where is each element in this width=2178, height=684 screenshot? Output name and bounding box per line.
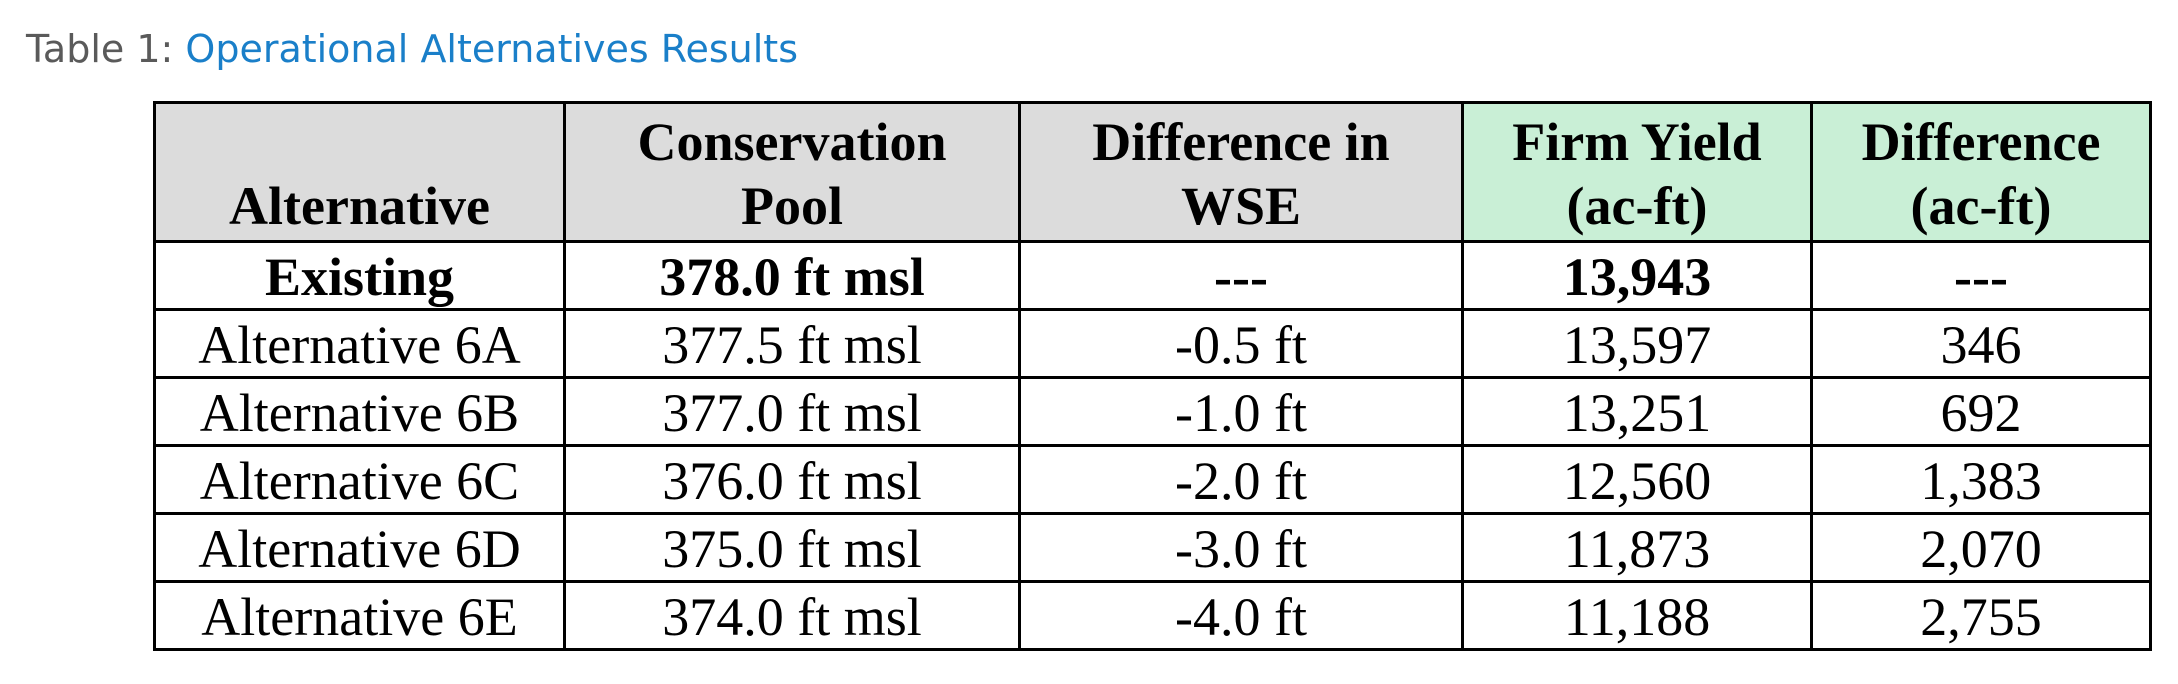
caption-label: Table 1:	[26, 27, 186, 71]
table-row: Alternative 6D 375.0 ft msl -3.0 ft 11,8…	[153, 512, 2152, 583]
header-line-1: Difference in	[1092, 112, 1390, 172]
cell-difference-wse: -3.0 ft	[1018, 512, 1464, 583]
table-caption: Table 1: Operational Alternatives Result…	[26, 24, 798, 74]
header-alternative: Alternative	[153, 101, 566, 243]
cell-difference-wse: -0.5 ft	[1018, 308, 1464, 379]
cell-conservation-pool: 377.0 ft msl	[563, 376, 1021, 447]
cell-difference: 2,755	[1810, 580, 2152, 651]
cell-firm-yield: 13,943	[1461, 240, 1813, 311]
cell-difference-wse: ---	[1018, 240, 1464, 311]
header-difference: Difference (ac-ft)	[1810, 101, 2152, 243]
table-row: Alternative 6C 376.0 ft msl -2.0 ft 12,5…	[153, 444, 2152, 515]
table-row: Alternative 6A 377.5 ft msl -0.5 ft 13,5…	[153, 308, 2152, 379]
cell-firm-yield: 13,251	[1461, 376, 1813, 447]
cell-conservation-pool: 376.0 ft msl	[563, 444, 1021, 515]
cell-difference-wse: -2.0 ft	[1018, 444, 1464, 515]
cell-firm-yield: 12,560	[1461, 444, 1813, 515]
header-difference-in-wse: Difference in WSE	[1018, 101, 1464, 243]
cell-alternative: Alternative 6E	[153, 580, 566, 651]
table-row-existing: Existing 378.0 ft msl --- 13,943 ---	[153, 240, 2152, 311]
results-table: Alternative Conservation Pool Difference…	[153, 101, 2152, 651]
cell-difference-wse: -4.0 ft	[1018, 580, 1464, 651]
header-line-1: Conservation	[637, 112, 947, 172]
cell-conservation-pool: 378.0 ft msl	[563, 240, 1021, 311]
cell-firm-yield: 13,597	[1461, 308, 1813, 379]
cell-conservation-pool: 375.0 ft msl	[563, 512, 1021, 583]
table-row: Alternative 6E 374.0 ft msl -4.0 ft 11,1…	[153, 580, 2152, 651]
header-line-2: (ac-ft)	[1566, 176, 1708, 236]
cell-alternative: Existing	[153, 240, 566, 311]
header-row: Alternative Conservation Pool Difference…	[153, 101, 2152, 243]
cell-difference: ---	[1810, 240, 2152, 311]
header-line-2: WSE	[1180, 176, 1302, 236]
caption-title: Operational Alternatives Results	[185, 27, 799, 71]
header-line-1: Firm Yield	[1512, 112, 1762, 172]
cell-conservation-pool: 374.0 ft msl	[563, 580, 1021, 651]
cell-firm-yield: 11,873	[1461, 512, 1813, 583]
header-conservation-pool: Conservation Pool	[563, 101, 1021, 243]
header-line-1: Difference	[1861, 112, 2101, 172]
cell-difference: 346	[1810, 308, 2152, 379]
cell-alternative: Alternative 6D	[153, 512, 566, 583]
header-line-2: (ac-ft)	[1910, 176, 2052, 236]
cell-alternative: Alternative 6B	[153, 376, 566, 447]
header-firm-yield: Firm Yield (ac-ft)	[1461, 101, 1813, 243]
cell-firm-yield: 11,188	[1461, 580, 1813, 651]
cell-alternative: Alternative 6A	[153, 308, 566, 379]
cell-difference: 2,070	[1810, 512, 2152, 583]
cell-difference: 1,383	[1810, 444, 2152, 515]
table-row: Alternative 6B 377.0 ft msl -1.0 ft 13,2…	[153, 376, 2152, 447]
cell-difference-wse: -1.0 ft	[1018, 376, 1464, 447]
cell-difference: 692	[1810, 376, 2152, 447]
header-line-2: Alternative	[229, 176, 490, 236]
cell-conservation-pool: 377.5 ft msl	[563, 308, 1021, 379]
header-line-2: Pool	[741, 176, 843, 236]
cell-alternative: Alternative 6C	[153, 444, 566, 515]
